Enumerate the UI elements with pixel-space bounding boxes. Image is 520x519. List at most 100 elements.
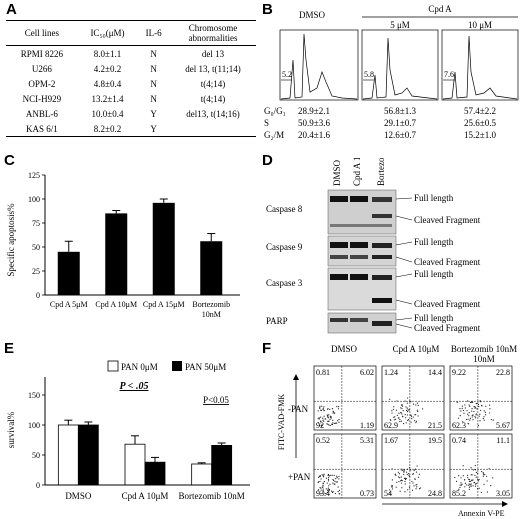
bar [57, 424, 79, 486]
ic50-value: 13.2±1.4 [91, 93, 124, 104]
legend-swatch-pan0 [107, 360, 119, 372]
bar [77, 424, 99, 486]
condition-label-5um: 5 μM [390, 20, 410, 30]
cell-line-name: U266 [31, 63, 52, 74]
column-label-cpd-a: Cpd A 10μM [393, 344, 440, 354]
category-label: Bortezomib 10nM [179, 491, 245, 501]
quadrant-value: 62.3 [452, 421, 466, 430]
bar [211, 445, 233, 486]
il6-value: N [150, 78, 157, 89]
y-tick-label: 75 [32, 219, 40, 228]
band-label: Full length [414, 193, 454, 203]
y-tick-label: 50 [32, 243, 40, 252]
phase-label-g0g1: G₀/G₁ [264, 106, 286, 116]
band-label: Cleaved Fragment [414, 257, 481, 267]
legend-swatch-pan50 [172, 361, 182, 371]
blot-caspase9 [327, 235, 397, 267]
category-label: Cpd A 5μM [50, 300, 88, 309]
bar [191, 463, 213, 486]
quadrant-value: 14.4 [428, 368, 442, 377]
histogram-dmso: 5.2 [279, 29, 359, 101]
chromosome-value: del 13 [201, 48, 225, 59]
quadrant-value: 21.5 [428, 421, 442, 430]
arrow-head-icon [293, 374, 299, 380]
panel-label-f: F [262, 340, 272, 357]
category-label: DMSO [65, 491, 92, 501]
category-label: 10nM [202, 310, 221, 319]
category-label: Bortezomib [192, 300, 230, 309]
panel-label-e: E [4, 340, 15, 357]
row-label-plus-pan: +PAN [288, 472, 311, 482]
category-label: Cpd A 10μM [95, 300, 137, 309]
condition-label-10um: 10 μM [468, 20, 492, 30]
panel-label-a: A [6, 1, 17, 18]
p-value-annotation: P<0.05 [203, 395, 229, 405]
blot-label-parp: PARP [266, 316, 288, 326]
blot-parp [327, 312, 397, 334]
y-axis-label: FITC-VAD-FMK [277, 394, 286, 451]
cell-line-name: RPMI 8226 [20, 48, 63, 59]
cell-line-name: NCI-H929 [22, 93, 62, 104]
quadrant-value: 6.02 [360, 368, 374, 377]
quadrant-value: 3.05 [496, 489, 510, 498]
p-value-annotation: P < .05 [120, 381, 149, 392]
phase-label-g2m: G₂/M [264, 130, 284, 140]
bar [57, 251, 80, 295]
quadrant-value: 0.73 [360, 489, 374, 498]
col-header-cell-lines: Cell lines [24, 28, 59, 38]
phase-value: 56.8±1.3 [384, 106, 416, 116]
quadrant-value: 62.9 [384, 421, 398, 430]
bar [144, 461, 166, 486]
quadrant-value: 11.1 [496, 436, 510, 445]
condition-label-dmso: DMSO [299, 10, 326, 20]
quadrant-value: 54 [384, 489, 392, 498]
band-label: Full length [414, 237, 454, 247]
phase-value: 29.1±0.7 [384, 118, 416, 128]
y-tick-label: 150 [28, 391, 40, 400]
col-header-il6: IL-6 [145, 28, 162, 38]
y-tick-label: 125 [28, 171, 40, 180]
column-label-dmso: DMSO [331, 344, 358, 354]
phase-value: 20.4±1.6 [298, 130, 330, 140]
ic50-value: 4.8±0.4 [93, 78, 122, 89]
subg1-value: 5.2 [282, 70, 292, 79]
band-label: Full length [414, 269, 454, 279]
band-label: Cleaved Fragment [414, 299, 481, 309]
phase-value: 25.6±0.5 [464, 118, 496, 128]
il6-value: N [150, 63, 157, 74]
y-tick-label: 25 [32, 267, 40, 276]
column-label-bortezomib-dose: 10nM [473, 354, 495, 364]
blot-label-caspase3: Caspase 3 [266, 278, 303, 288]
ic50-value: 8.2±0.2 [93, 123, 122, 134]
quadrant-value: 85.2 [452, 489, 466, 498]
bar [124, 443, 146, 486]
y-tick-label: 0 [36, 481, 40, 490]
phase-value: 12.6±0.7 [384, 130, 416, 140]
quadrant-value: 0.74 [452, 436, 466, 445]
histogram-10um: 7.6 [441, 29, 519, 101]
quadrant-value: 1.19 [360, 421, 374, 430]
chromosome-value: del13, t(14;16) [186, 108, 240, 119]
blot-caspase8 [327, 189, 397, 235]
cell-line-table: Cell lines IC₅₀(μM) IL-6 Chromosome abno… [6, 20, 256, 137]
blot-caspase3 [327, 267, 397, 311]
col-header-chromosome: Chromosome abnormalities [188, 23, 238, 43]
phase-value: 15.2±1.0 [464, 130, 496, 140]
x-axis-label: Annexin V-PE [458, 509, 505, 518]
cell-line-name: OPM-2 [28, 78, 56, 89]
dot-plot: 0.52 5.31 93.4 0.73 [313, 433, 377, 499]
histogram-5um: 5.8 [361, 29, 439, 101]
ic50-value: 10.0±0.4 [91, 108, 124, 119]
bar [105, 213, 128, 295]
dot-plot: 0.81 6.02 92 1.19 [313, 365, 377, 431]
survival-bar-chart: survival% PAN 0μM PAN 50μM P < .05 P<0.0… [6, 360, 250, 501]
y-tick-label: 100 [28, 421, 40, 430]
quadrant-value: 0.81 [316, 368, 330, 377]
quadrant-value: 0.52 [316, 436, 330, 445]
y-axis-label: Specific apoptosis% [6, 203, 16, 277]
ic50-value: 8.0±1.1 [93, 48, 122, 59]
